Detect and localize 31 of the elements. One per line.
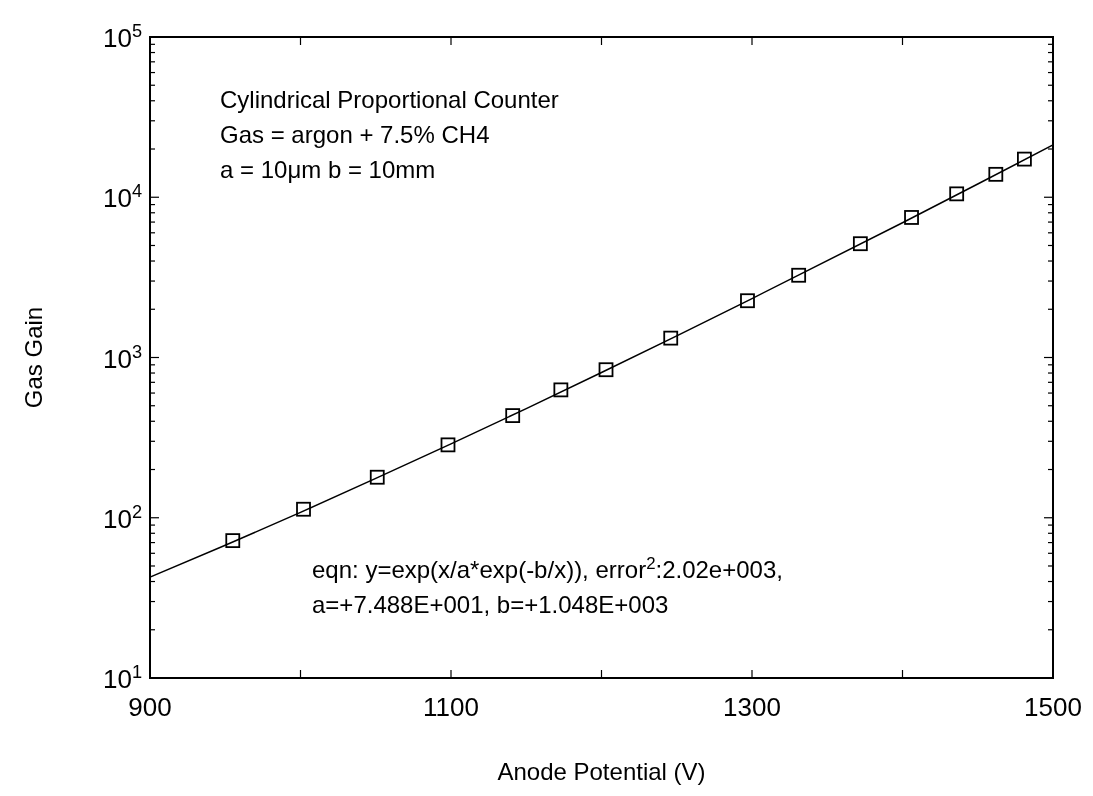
annotation: Cylindrical Proportional Counter: [220, 86, 559, 113]
y-axis-title: Gas Gain: [20, 306, 47, 409]
annotation: a = 10μm b = 10mm: [220, 156, 436, 183]
point: [1017, 151, 1032, 167]
point: [369, 469, 385, 485]
point: [988, 166, 1004, 182]
y-tick-label: 10$^{3}$: [102, 341, 142, 374]
x-axis-title: Anode Potential (V): [497, 758, 706, 785]
point: [791, 267, 807, 283]
point: [505, 408, 521, 423]
point: [598, 362, 614, 378]
point: [663, 330, 679, 346]
annotation: Gas = argon + 7.5% CH4: [220, 121, 490, 148]
point: [740, 293, 755, 309]
y-tick-label: 10$^{2}$: [102, 501, 142, 534]
point: [852, 236, 868, 252]
y-tick-label: 10$^{1}$: [102, 662, 142, 694]
x-tick-label: 1300: [723, 692, 781, 722]
annotation: a=+7.488E+001, b=+1.048E+003: [312, 591, 669, 618]
point: [440, 437, 456, 453]
point: [296, 501, 311, 517]
point: [904, 210, 919, 225]
annotation: eqn: y=exp(x/a*exp(-b/x)), error$^{2}$:2.02e+003,: [312, 553, 783, 583]
x-tick-label: 900: [128, 692, 172, 722]
point: [225, 533, 241, 549]
y-tick-label: 10$^{5}$: [102, 21, 142, 53]
y-tick-label: 10$^{4}$: [102, 181, 142, 214]
x-tick-label: 1500: [1024, 692, 1082, 722]
point: [949, 186, 965, 202]
point: [553, 382, 569, 398]
x-tick-label: 1100: [423, 692, 479, 722]
